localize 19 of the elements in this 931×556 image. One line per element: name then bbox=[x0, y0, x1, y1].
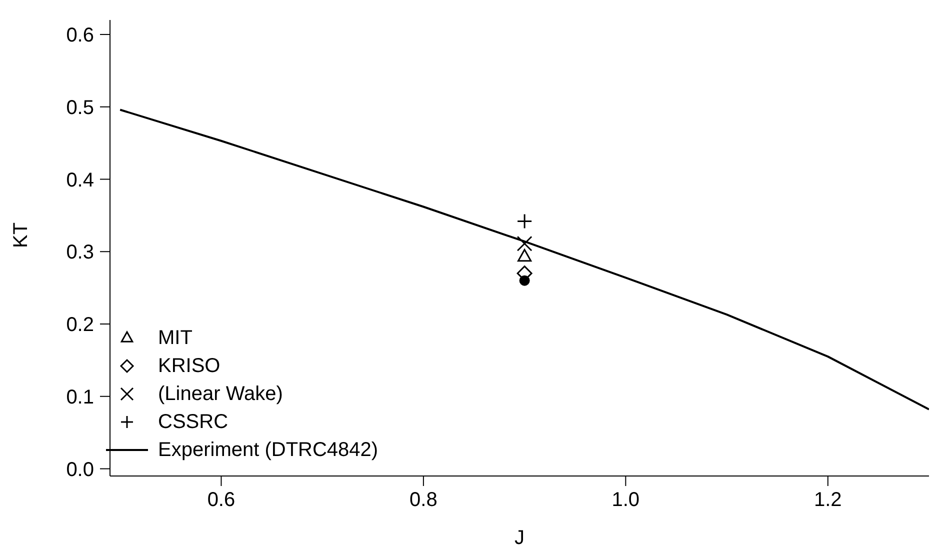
y-tick-label: 0.5 bbox=[66, 96, 94, 119]
x-tick-label: 0.6 bbox=[207, 489, 236, 512]
y-tick-label: 0.1 bbox=[66, 386, 94, 408]
y-axis-title: KT bbox=[10, 222, 32, 248]
legend-label: (Linear Wake) bbox=[158, 382, 283, 407]
y-tick-label: 0.0 bbox=[66, 458, 94, 481]
y-tick-label: 0.6 bbox=[66, 24, 94, 47]
y-tick-label: 0.2 bbox=[66, 314, 94, 336]
legend-label: Experiment (DTRC4842) bbox=[158, 438, 378, 463]
legend-label: MIT bbox=[158, 326, 192, 351]
x-tick-label: 1.0 bbox=[612, 489, 640, 512]
y-tick-label: 0.4 bbox=[66, 169, 94, 192]
y-tick-label: 0.3 bbox=[66, 242, 94, 264]
x-axis-title: J bbox=[514, 527, 524, 549]
legend-label: KRISO bbox=[158, 354, 220, 379]
x-tick-label: 0.8 bbox=[410, 489, 438, 512]
legend-label: CSSRC bbox=[158, 410, 228, 435]
line-series bbox=[119, 108, 929, 410]
x-tick-label: 1.2 bbox=[814, 489, 842, 512]
